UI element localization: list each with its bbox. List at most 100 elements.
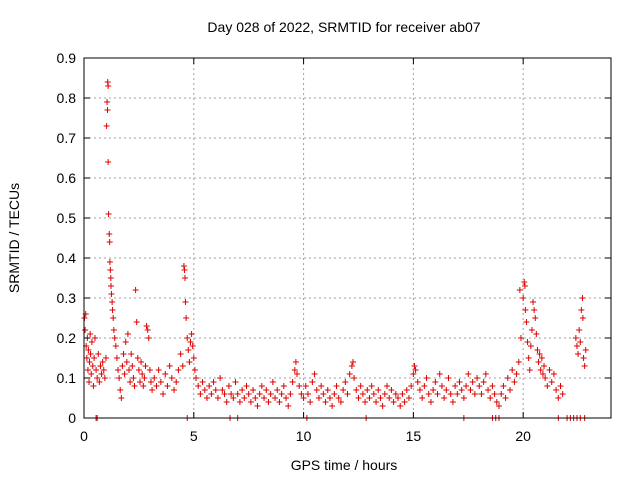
data-point bbox=[425, 391, 432, 397]
data-point bbox=[162, 371, 169, 377]
data-point bbox=[572, 335, 579, 341]
x-tick-label: 10 bbox=[296, 428, 312, 444]
data-point bbox=[555, 395, 562, 401]
data-point bbox=[111, 335, 118, 341]
data-point bbox=[155, 367, 162, 373]
data-point bbox=[135, 367, 142, 373]
data-point bbox=[225, 383, 232, 389]
data-point bbox=[153, 383, 160, 389]
data-point bbox=[511, 379, 518, 385]
data-point bbox=[307, 399, 314, 405]
data-point bbox=[573, 343, 580, 349]
data-point bbox=[557, 383, 564, 389]
data-point bbox=[370, 391, 377, 397]
data-point bbox=[212, 387, 219, 393]
data-point bbox=[575, 351, 582, 357]
data-point bbox=[241, 395, 248, 401]
data-point bbox=[223, 399, 230, 405]
data-point bbox=[521, 283, 528, 289]
data-point bbox=[206, 383, 213, 389]
data-point bbox=[493, 399, 500, 405]
data-point bbox=[333, 383, 340, 389]
data-point bbox=[324, 387, 331, 393]
data-point bbox=[122, 339, 129, 345]
data-point bbox=[91, 355, 98, 361]
data-point bbox=[471, 391, 478, 397]
y-tick-label: 0.7 bbox=[57, 130, 77, 146]
x-tick-label: 0 bbox=[80, 428, 88, 444]
data-point bbox=[287, 391, 294, 397]
data-point bbox=[145, 335, 152, 341]
data-point bbox=[109, 307, 116, 313]
data-point bbox=[87, 331, 94, 337]
data-point bbox=[187, 339, 194, 345]
data-point bbox=[258, 383, 265, 389]
data-point bbox=[133, 319, 140, 325]
data-point bbox=[179, 363, 186, 369]
data-point bbox=[364, 387, 371, 393]
data-point bbox=[127, 379, 134, 385]
data-point bbox=[458, 387, 465, 393]
data-point bbox=[504, 375, 511, 381]
data-point bbox=[465, 371, 472, 377]
data-point bbox=[353, 387, 360, 393]
data-point bbox=[84, 367, 91, 373]
data-point bbox=[115, 367, 122, 373]
data-point bbox=[289, 379, 296, 385]
data-point bbox=[384, 383, 391, 389]
data-point bbox=[362, 399, 369, 405]
data-point bbox=[86, 379, 93, 385]
data-point bbox=[124, 331, 131, 337]
data-point bbox=[132, 287, 139, 293]
data-point bbox=[509, 367, 516, 373]
data-point bbox=[94, 375, 101, 381]
data-point bbox=[302, 383, 309, 389]
data-point bbox=[100, 367, 107, 373]
data-point bbox=[411, 363, 418, 369]
data-point bbox=[105, 211, 112, 217]
data-point bbox=[210, 379, 217, 385]
data-point bbox=[349, 359, 356, 365]
data-point bbox=[502, 395, 509, 401]
x-tick-label: 5 bbox=[190, 428, 198, 444]
data-point bbox=[250, 387, 257, 393]
data-point bbox=[449, 399, 456, 405]
data-point bbox=[318, 383, 325, 389]
data-point bbox=[87, 351, 94, 357]
data-point bbox=[88, 371, 95, 377]
data-point bbox=[548, 379, 555, 385]
data-point bbox=[265, 399, 272, 405]
data-point bbox=[377, 395, 384, 401]
data-point bbox=[272, 395, 279, 401]
data-point bbox=[136, 379, 143, 385]
data-point bbox=[104, 99, 111, 105]
data-point bbox=[183, 315, 190, 321]
data-point bbox=[534, 347, 541, 353]
data-point bbox=[351, 375, 358, 381]
data-point bbox=[524, 339, 531, 345]
data-point bbox=[130, 375, 137, 381]
y-tick-label: 0.8 bbox=[57, 90, 77, 106]
data-point bbox=[390, 399, 397, 405]
data-point bbox=[476, 383, 483, 389]
data-point bbox=[348, 363, 355, 369]
data-point bbox=[106, 239, 113, 245]
data-point bbox=[112, 343, 119, 349]
y-tick-label: 0.3 bbox=[57, 290, 77, 306]
data-point bbox=[106, 231, 113, 237]
data-point bbox=[522, 307, 529, 313]
data-point bbox=[243, 383, 250, 389]
data-point bbox=[582, 347, 589, 353]
data-point bbox=[443, 387, 450, 393]
data-point bbox=[256, 391, 263, 397]
data-point bbox=[263, 387, 270, 393]
data-point bbox=[89, 363, 96, 369]
data-point bbox=[208, 391, 215, 397]
data-point bbox=[337, 399, 344, 405]
data-point bbox=[230, 395, 237, 401]
data-point bbox=[379, 403, 386, 409]
data-point bbox=[239, 387, 246, 393]
data-point bbox=[180, 263, 187, 269]
data-point bbox=[98, 371, 105, 377]
